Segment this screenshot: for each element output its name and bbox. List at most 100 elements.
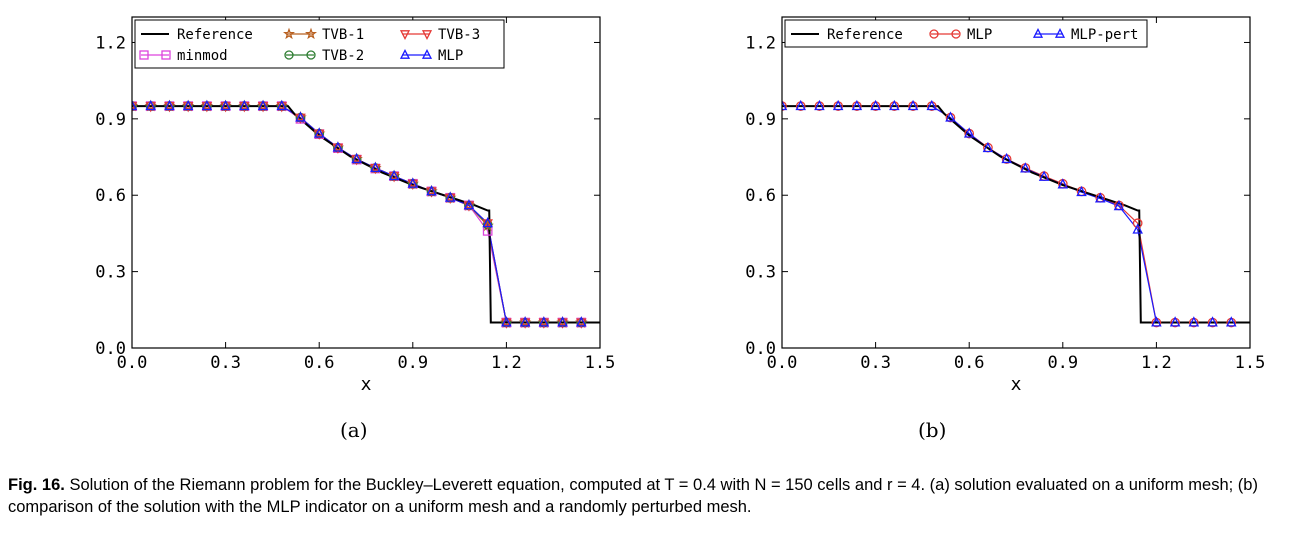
data-point-mlp-pert bbox=[1207, 316, 1218, 327]
x-tick-label: 1.5 bbox=[585, 353, 616, 373]
data-point-tvb-3 bbox=[538, 318, 550, 329]
x-tick-label: 0.6 bbox=[954, 353, 985, 373]
data-point-tvb-3 bbox=[220, 102, 231, 113]
legend-marker bbox=[421, 30, 433, 41]
y-tick-label: 0.3 bbox=[95, 263, 126, 283]
data-point-mlp-pert bbox=[1001, 152, 1012, 164]
series-line-mlp bbox=[132, 105, 582, 324]
data-point-mlp-pert bbox=[1132, 223, 1143, 234]
legend-marker bbox=[399, 30, 411, 41]
legend-marker bbox=[306, 50, 316, 60]
y-tick-label: 1.2 bbox=[95, 33, 126, 53]
data-point-mlp bbox=[1132, 218, 1143, 229]
caption-prefix: Fig. 16. bbox=[8, 476, 65, 494]
data-point-mlp-pert bbox=[870, 99, 881, 111]
legend-label: TVB-3 bbox=[438, 27, 480, 43]
data-point-mlp-pert bbox=[1113, 199, 1125, 211]
caption-text: Solution of the Riemann problem for the … bbox=[8, 476, 1258, 516]
plot-frame bbox=[781, 16, 1251, 349]
legend-label: MLP bbox=[438, 48, 463, 64]
x-tick-label: 0.6 bbox=[304, 353, 335, 373]
series-line-mlp bbox=[782, 105, 1232, 324]
series-line-tvb-3 bbox=[132, 105, 582, 324]
data-point-mlp-pert bbox=[832, 99, 844, 111]
x-axis-label: x bbox=[1011, 374, 1022, 395]
subfigure-label-a: (a) bbox=[340, 418, 368, 442]
data-point-mlp-pert bbox=[1226, 316, 1237, 327]
legend-label: TVB-2 bbox=[322, 48, 364, 64]
y-tick-label: 0.9 bbox=[95, 110, 126, 130]
legend-marker bbox=[421, 48, 433, 59]
data-point-mlp-pert bbox=[1020, 162, 1031, 173]
data-point-tvb-3 bbox=[239, 102, 250, 113]
legend-label: MLP-pert bbox=[1071, 27, 1138, 43]
data-point-mlp bbox=[482, 216, 493, 228]
data-point-tvb-3 bbox=[276, 102, 288, 113]
legend-marker bbox=[284, 50, 294, 60]
x-tick-label: 0.3 bbox=[210, 353, 241, 373]
x-axis-label: x bbox=[361, 374, 372, 395]
data-point-tvb-3 bbox=[332, 143, 344, 154]
data-point-mlp-pert bbox=[1038, 170, 1050, 181]
legend-label: Reference bbox=[177, 27, 253, 43]
data-point-mlp-pert bbox=[1094, 192, 1106, 203]
data-point-tvb-3 bbox=[351, 155, 362, 166]
y-tick-label: 0.6 bbox=[745, 186, 776, 206]
data-point-mlp-pert bbox=[963, 127, 975, 138]
data-point-mlp-pert bbox=[851, 99, 863, 111]
data-point-mlp-pert bbox=[795, 99, 806, 111]
legend-marker bbox=[399, 48, 411, 59]
data-point-tvb-3 bbox=[145, 102, 156, 113]
data-point-tvb-3 bbox=[501, 318, 512, 329]
data-point-mlp-pert bbox=[1169, 316, 1181, 327]
x-tick-label: 0.0 bbox=[117, 353, 148, 373]
data-point-mlp-pert bbox=[907, 99, 919, 111]
plot-frame bbox=[131, 16, 601, 349]
data-point-mlp bbox=[501, 316, 512, 327]
data-point-tvb-3 bbox=[295, 113, 306, 124]
data-point-tvb-3 bbox=[201, 102, 213, 113]
y-tick-label: 0.3 bbox=[745, 263, 776, 283]
data-point-tvb-3 bbox=[444, 193, 456, 205]
data-point-tvb-3 bbox=[164, 102, 175, 113]
y-tick-label: 0.6 bbox=[95, 186, 126, 206]
series-line-tvb-2 bbox=[132, 105, 582, 324]
data-point-mlp bbox=[257, 99, 269, 111]
data-point-mlp-pert bbox=[1188, 316, 1200, 327]
chart-b: 0.0 0.3 0.6 0.9 1.2 1.5 0.0 0.3 0.6 0.9 1.2 x Refere… bbox=[745, 16, 1265, 395]
legend-marker bbox=[1032, 27, 1044, 38]
data-point-mlp bbox=[370, 161, 381, 172]
data-point-mlp-pert bbox=[782, 99, 788, 111]
data-point-mlp bbox=[576, 316, 587, 327]
data-point-mlp bbox=[519, 316, 531, 327]
data-point-tvb-3 bbox=[463, 201, 475, 212]
x-tick-label: 0.0 bbox=[767, 353, 798, 373]
legend-marker bbox=[951, 29, 961, 39]
data-point-mlp bbox=[557, 316, 568, 327]
series-line-tvb-1 bbox=[132, 105, 582, 324]
data-point-mlp bbox=[145, 99, 156, 111]
legend-marker bbox=[1054, 27, 1066, 38]
data-point-mlp bbox=[426, 185, 437, 196]
data-point-mlp bbox=[132, 99, 138, 111]
legend-box bbox=[784, 19, 1148, 48]
data-point-mlp-pert bbox=[926, 99, 938, 111]
data-point-mlp bbox=[444, 191, 456, 202]
data-point-tvb-3 bbox=[426, 187, 437, 198]
data-point-mlp-pert bbox=[945, 111, 956, 122]
data-point-tvb-3 bbox=[388, 172, 400, 183]
data-point-mlp-pert bbox=[1076, 185, 1087, 197]
data-point-mlp bbox=[295, 111, 306, 122]
x-tick-label: 0.9 bbox=[1047, 353, 1078, 373]
legend-label: Reference bbox=[827, 27, 903, 43]
data-point-tvb-3 bbox=[132, 102, 138, 113]
data-point-mlp bbox=[164, 99, 175, 111]
data-point-mlp-pert bbox=[1057, 178, 1069, 189]
plot-area bbox=[132, 99, 600, 329]
data-point-mlp bbox=[182, 99, 194, 111]
legend-marker bbox=[304, 27, 318, 40]
legend-label: minmod bbox=[177, 48, 228, 64]
data-point-mlp bbox=[201, 99, 213, 111]
data-point-tvb-3 bbox=[482, 219, 493, 230]
data-point-tvb-3 bbox=[182, 102, 194, 113]
